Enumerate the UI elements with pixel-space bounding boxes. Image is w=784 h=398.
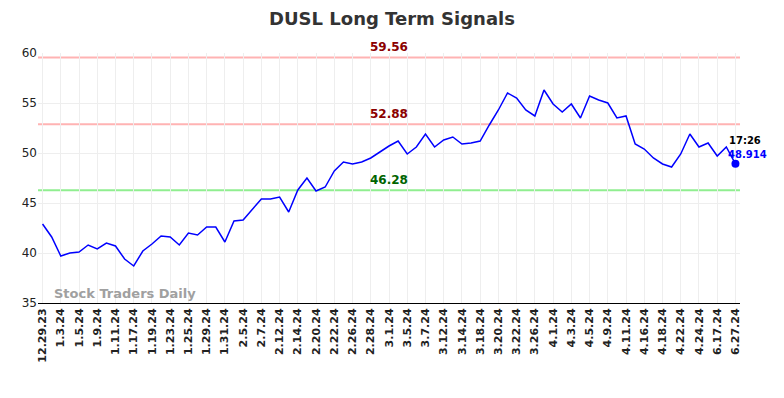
svg-text:3.1.24: 3.1.24 xyxy=(383,308,396,347)
svg-text:46.28: 46.28 xyxy=(370,173,408,187)
svg-text:4.5.24: 4.5.24 xyxy=(583,308,596,347)
svg-text:4.24.24: 4.24.24 xyxy=(693,308,706,355)
svg-text:2.20.24: 2.20.24 xyxy=(310,308,323,355)
svg-text:6.27.24: 6.27.24 xyxy=(729,308,742,355)
svg-text:3.5.24: 3.5.24 xyxy=(401,308,414,347)
svg-text:3.22.24: 3.22.24 xyxy=(510,308,523,355)
svg-text:55: 55 xyxy=(22,96,37,110)
svg-text:3.20.24: 3.20.24 xyxy=(492,308,505,355)
svg-text:2.26.24: 2.26.24 xyxy=(346,308,359,355)
svg-text:60: 60 xyxy=(22,46,37,60)
svg-text:4.1.24: 4.1.24 xyxy=(547,308,560,347)
svg-text:4.16.24: 4.16.24 xyxy=(638,308,651,355)
svg-text:1.5.24: 1.5.24 xyxy=(73,308,86,347)
svg-text:3.18.24: 3.18.24 xyxy=(474,308,487,355)
svg-text:12.29.23: 12.29.23 xyxy=(36,308,49,362)
svg-text:Stock Traders Daily: Stock Traders Daily xyxy=(54,286,196,301)
svg-text:3.12.24: 3.12.24 xyxy=(437,308,450,355)
svg-text:2.5.24: 2.5.24 xyxy=(237,308,250,347)
svg-text:40: 40 xyxy=(22,246,37,260)
svg-text:4.11.24: 4.11.24 xyxy=(620,308,633,355)
svg-text:59.56: 59.56 xyxy=(370,40,408,54)
svg-text:3.26.24: 3.26.24 xyxy=(528,308,541,355)
svg-text:4.18.24: 4.18.24 xyxy=(656,308,669,355)
svg-text:2.22.24: 2.22.24 xyxy=(328,308,341,355)
svg-text:2.7.24: 2.7.24 xyxy=(255,308,268,347)
svg-text:48.914: 48.914 xyxy=(728,149,767,160)
svg-text:1.23.24: 1.23.24 xyxy=(164,308,177,355)
svg-text:35: 35 xyxy=(22,296,37,310)
svg-text:1.19.24: 1.19.24 xyxy=(146,308,159,355)
svg-text:52.88: 52.88 xyxy=(370,107,408,121)
svg-text:3.7.24: 3.7.24 xyxy=(419,308,432,347)
svg-text:1.25.24: 1.25.24 xyxy=(182,308,195,355)
svg-text:17:26: 17:26 xyxy=(729,135,761,146)
svg-text:4.22.24: 4.22.24 xyxy=(674,308,687,355)
svg-text:4.3.24: 4.3.24 xyxy=(565,308,578,347)
svg-text:1.9.24: 1.9.24 xyxy=(91,308,104,347)
svg-text:1.31.24: 1.31.24 xyxy=(218,308,231,355)
svg-text:45: 45 xyxy=(22,196,37,210)
svg-text:1.3.24: 1.3.24 xyxy=(54,308,67,347)
svg-text:2.12.24: 2.12.24 xyxy=(273,308,286,355)
svg-text:2.28.24: 2.28.24 xyxy=(364,308,377,355)
svg-text:DUSL Long Term Signals: DUSL Long Term Signals xyxy=(269,8,515,29)
svg-text:2.14.24: 2.14.24 xyxy=(291,308,304,355)
svg-text:3.14.24: 3.14.24 xyxy=(456,308,469,355)
svg-text:4.9.24: 4.9.24 xyxy=(601,308,614,347)
svg-text:50: 50 xyxy=(22,146,37,160)
svg-text:1.17.24: 1.17.24 xyxy=(127,308,140,355)
svg-text:6.17.24: 6.17.24 xyxy=(711,308,724,355)
svg-text:1.29.24: 1.29.24 xyxy=(200,308,213,355)
svg-text:1.11.24: 1.11.24 xyxy=(109,308,122,355)
